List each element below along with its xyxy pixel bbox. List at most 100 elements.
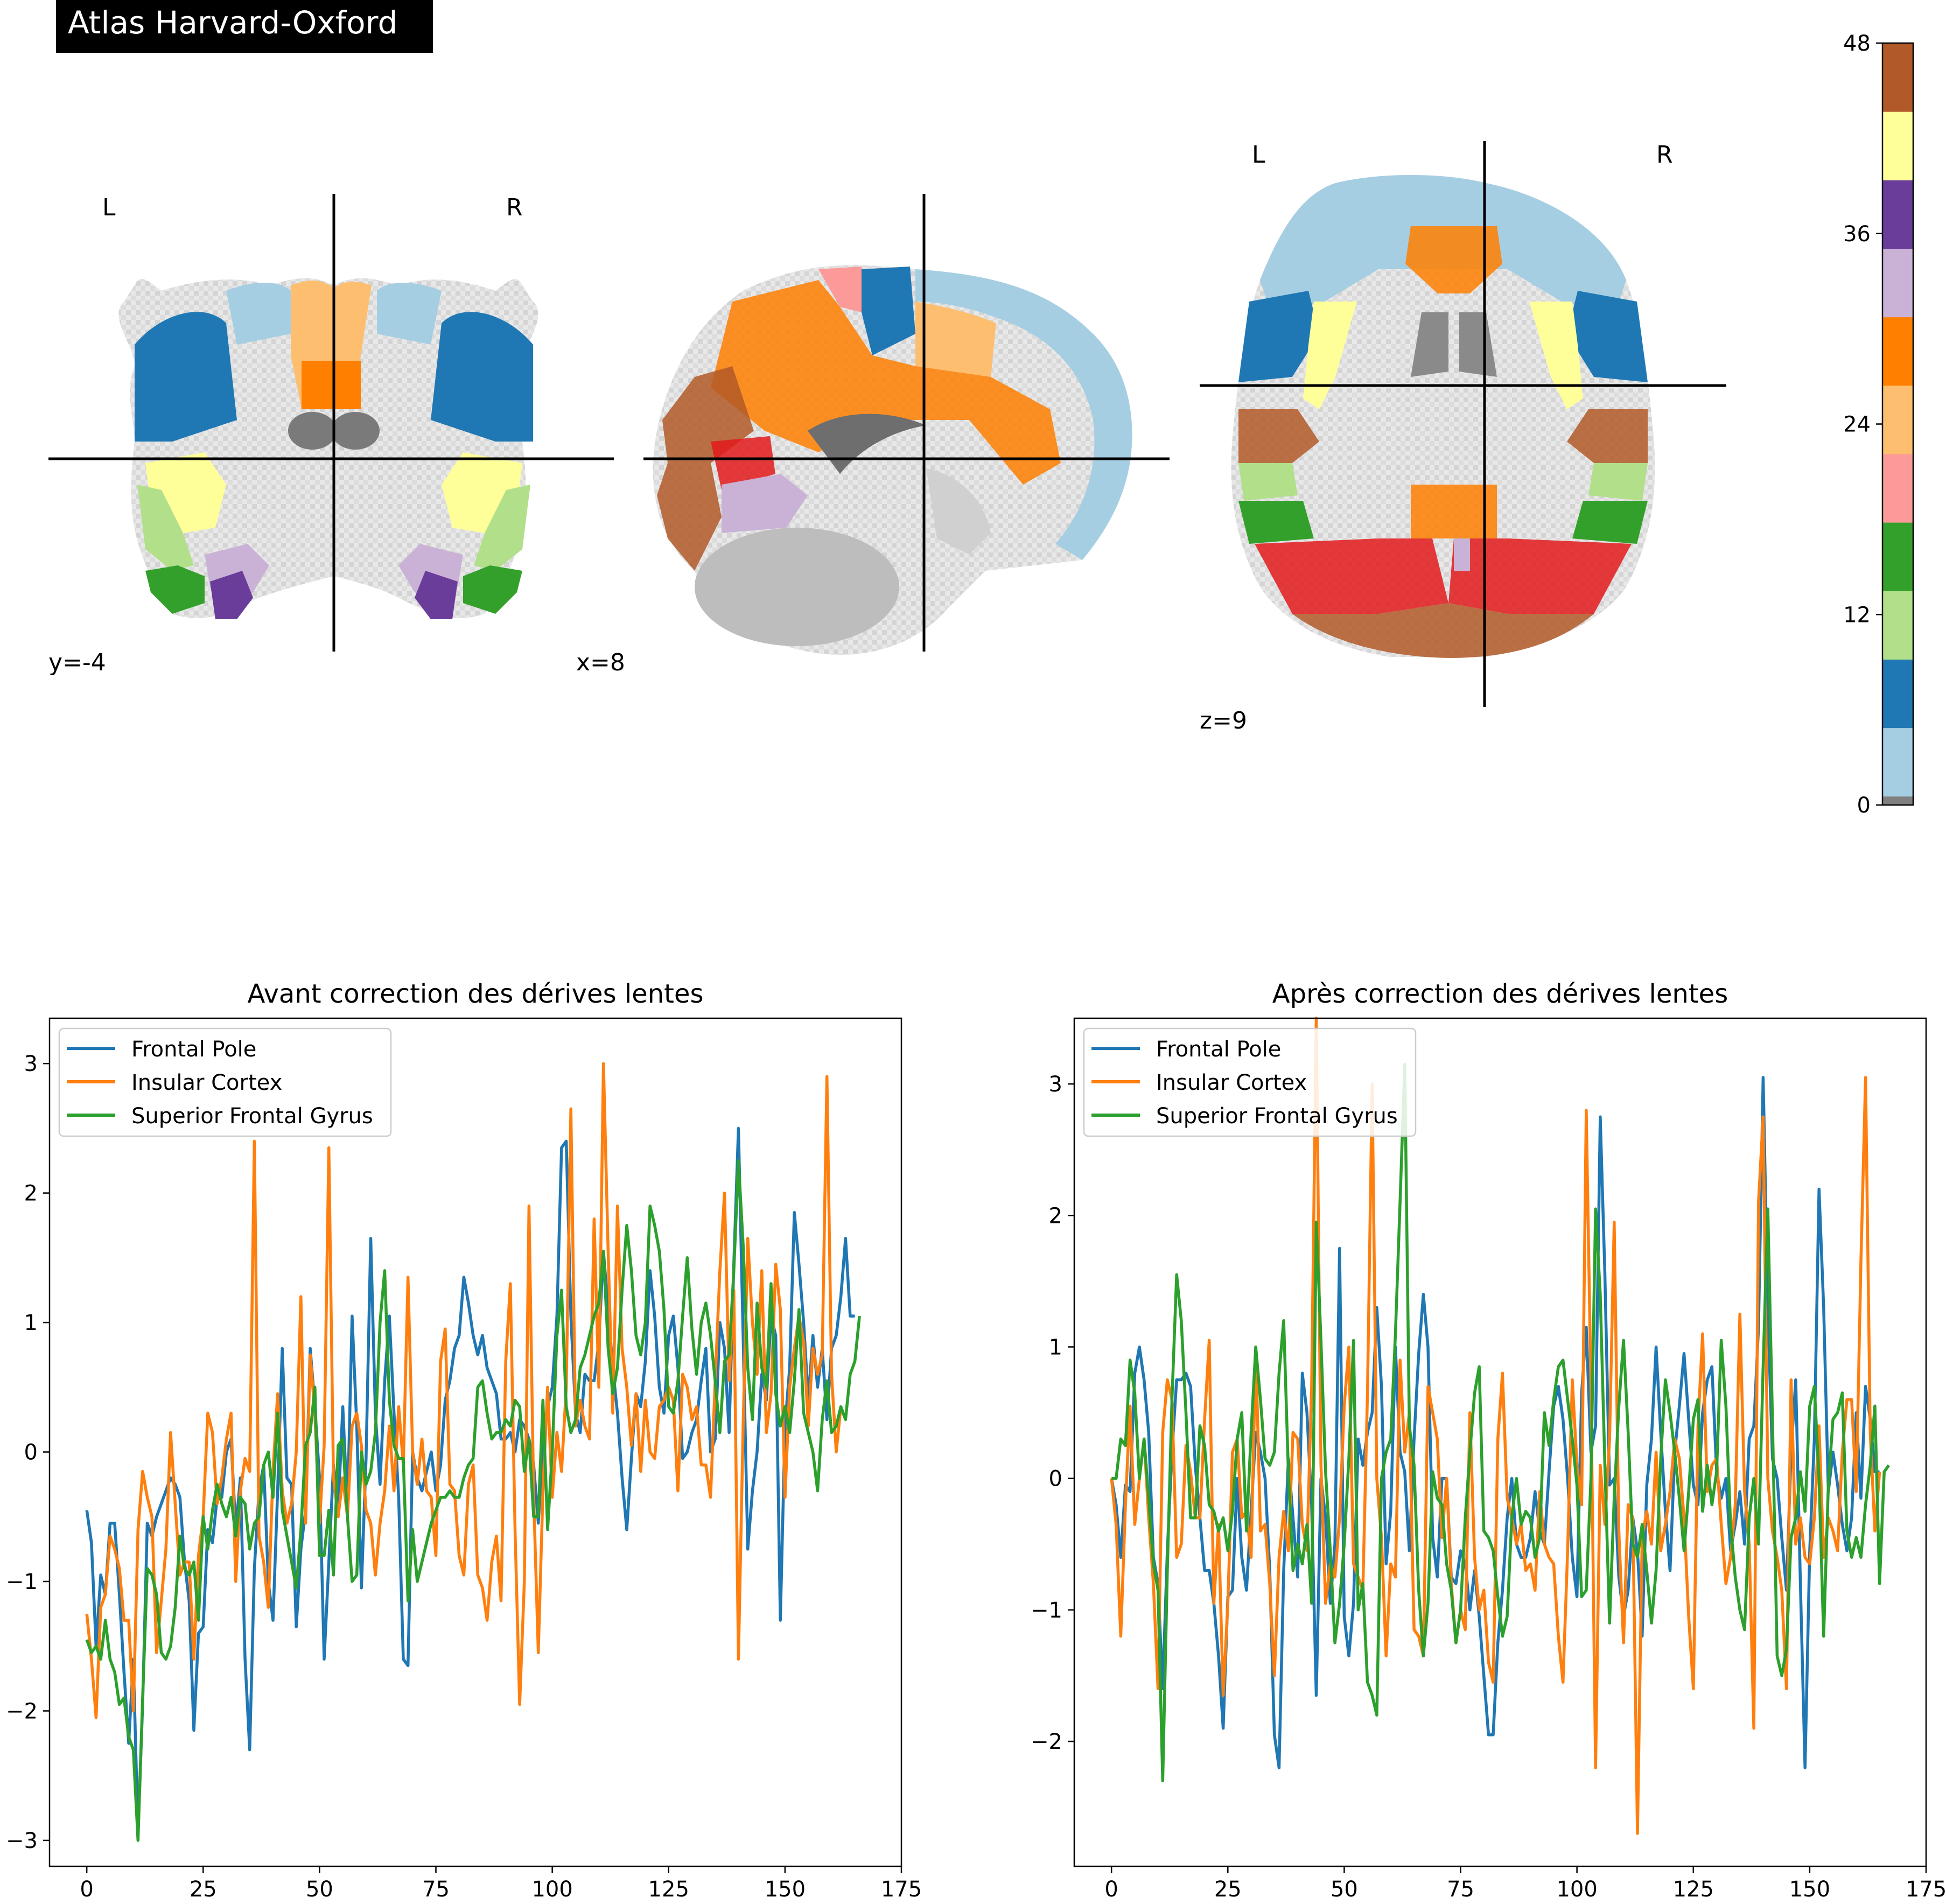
colorbar: 0 12 24 36 48 [1843, 31, 1914, 818]
y-axis: −3 −2 −1 0 1 2 3 [6, 1052, 50, 1853]
axial-region [1567, 409, 1648, 463]
axial-region [1255, 538, 1448, 614]
atlas-title-box [56, 0, 433, 53]
colorbar-swatch [1882, 453, 1913, 523]
axes-frame [1073, 1017, 1927, 1867]
x-tick-label: 50 [1331, 1877, 1358, 1902]
axial-cut-label: z=9 [1200, 707, 1247, 734]
sagittal-region [818, 267, 862, 312]
coronal-region [377, 283, 442, 345]
x-tick-label: 100 [1556, 1877, 1597, 1902]
colorbar-tick-label: 12 [1843, 603, 1871, 627]
sagittal-region [862, 267, 915, 355]
y-tick-label: −3 [6, 1829, 38, 1853]
legend-label-frontal-pole: Frontal Pole [131, 1037, 256, 1062]
axial-region [1405, 226, 1502, 293]
sagittal-region [662, 366, 754, 463]
colorbar-ticks: 0 12 24 36 48 [1843, 31, 1882, 818]
coronal-region [431, 312, 533, 442]
colorbar-swatch-background [1882, 796, 1913, 805]
axial-region [1454, 538, 1470, 571]
axial-region [1588, 463, 1648, 501]
colorbar-swatch [1882, 659, 1913, 729]
legend-label-superior-frontal-gyrus: Superior Frontal Gyrus [1156, 1104, 1398, 1129]
colorbar-tick-label: 0 [1857, 793, 1871, 818]
axes-frame [48, 1017, 902, 1867]
x-tick-label: 0 [1104, 1877, 1118, 1902]
colorbar-swatch [1882, 248, 1913, 318]
y-tick-label: −1 [1031, 1598, 1062, 1623]
axial-brain-outline [1231, 175, 1655, 657]
coronal-region [226, 283, 291, 345]
x-tick-label: 175 [881, 1877, 922, 1902]
sagittal-region [657, 463, 722, 571]
colorbar-swatches [1882, 43, 1913, 805]
axial-region [1411, 485, 1497, 538]
x-tick-label: 100 [531, 1877, 572, 1902]
y-tick-label: 0 [24, 1440, 38, 1465]
chart-before-correction: Avant correction des dérives lentes 0 25 5… [6, 979, 922, 1902]
sagittal-region [711, 436, 775, 490]
coronal-region [145, 565, 205, 614]
colorbar-swatch [1882, 111, 1913, 180]
x-tick-label: 25 [190, 1877, 217, 1902]
sagittal-region [722, 474, 808, 533]
coronal-slice: L R y=-4 [48, 194, 614, 676]
axial-region [1238, 409, 1319, 463]
sagittal-slice: x=8 [576, 194, 1170, 676]
colorbar-swatch [1882, 385, 1913, 454]
colorbar-tick-label: 24 [1843, 412, 1871, 437]
plot-area [1110, 1017, 1891, 1835]
colorbar-swatch [1882, 317, 1913, 386]
series-line-frontal-pole [85, 1126, 855, 1836]
chart-title: Avant correction des dérives lentes [248, 979, 704, 1009]
atlas-panel: Atlas Harvard-Oxford L [48, 0, 1914, 818]
colorbar-swatch [1882, 180, 1913, 249]
coronal-region [463, 565, 522, 614]
colorbar-tick-label: 48 [1843, 31, 1871, 56]
legend-label-insular-cortex: Insular Cortex [1156, 1070, 1307, 1095]
y-tick-label: −1 [6, 1570, 38, 1594]
y-tick-label: 0 [1049, 1467, 1062, 1492]
y-axis: −2 −1 0 1 2 3 [1031, 1072, 1074, 1754]
y-tick-label: −2 [6, 1699, 38, 1724]
coronal-region [137, 485, 194, 571]
y-tick-label: 2 [1049, 1203, 1062, 1228]
series-line-superior-frontal-gyrus [1111, 1062, 1891, 1783]
coronal-region [210, 571, 253, 619]
plot-area [85, 1062, 861, 1842]
x-tick-label: 75 [1447, 1877, 1474, 1902]
axial-region [1572, 501, 1648, 544]
y-tick-label: 1 [24, 1311, 38, 1335]
coronal-cut-label: y=-4 [48, 649, 106, 676]
x-tick-label: 175 [1906, 1877, 1946, 1902]
sagittal-region [915, 269, 1132, 560]
axial-region [1238, 501, 1314, 544]
y-tick-label: 2 [24, 1181, 38, 1206]
x-tick-label: 25 [1214, 1877, 1242, 1902]
atlas-title: Atlas Harvard-Oxford [68, 4, 397, 41]
coronal-right-label: R [506, 194, 523, 221]
sagittal-region [915, 302, 996, 377]
colorbar-swatch [1882, 522, 1913, 591]
colorbar-tick-label: 36 [1843, 222, 1871, 247]
x-tick-label: 0 [80, 1877, 93, 1902]
axial-region [1567, 291, 1648, 382]
coronal-region [302, 361, 361, 409]
x-axis: 0 25 50 75 100 125 150 175 [1104, 1866, 1946, 1902]
coronal-region [415, 571, 458, 619]
y-tick-label: 3 [24, 1052, 38, 1076]
x-tick-label: 150 [765, 1877, 806, 1902]
axial-slice: L R z=9 [1200, 141, 1726, 734]
chart-after-correction: Après correction des dérives lentes 0 25 5… [1031, 979, 1946, 1902]
coronal-region [474, 485, 530, 571]
sagittal-cut-label: x=8 [576, 649, 625, 676]
axial-region [1238, 291, 1319, 382]
legend-box [58, 1027, 392, 1137]
legend: Frontal Pole Insular Cortex Superior Fro… [1083, 1027, 1417, 1137]
legend-label-superior-frontal-gyrus: Superior Frontal Gyrus [131, 1104, 373, 1129]
coronal-ventricle [331, 412, 380, 450]
colorbar-swatch [1882, 43, 1913, 112]
axial-region [1448, 538, 1632, 614]
